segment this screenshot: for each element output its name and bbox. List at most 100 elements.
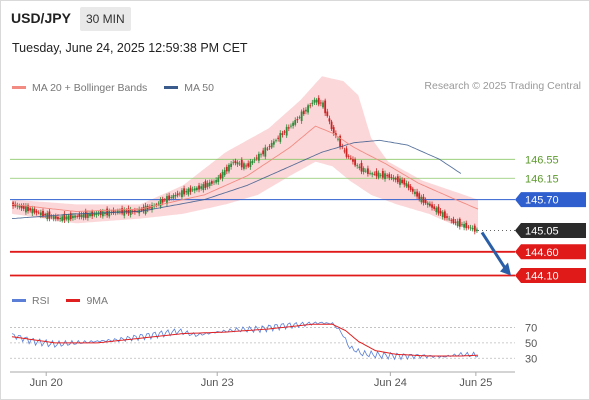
- ma50-swatch: [164, 86, 179, 89]
- candle: [300, 109, 303, 124]
- candle: [272, 138, 275, 148]
- candle: [48, 208, 51, 222]
- candle-body: [401, 179, 404, 184]
- candle: [414, 188, 416, 197]
- candle-body: [281, 133, 284, 135]
- candle-body: [27, 205, 29, 212]
- candle-body: [253, 159, 256, 161]
- candle: [142, 204, 145, 214]
- candle: [281, 130, 284, 138]
- level-tag-144.10: [515, 268, 586, 284]
- candle: [54, 213, 57, 222]
- candle-body: [172, 195, 175, 199]
- candle-body: [352, 159, 354, 162]
- candle: [379, 173, 382, 178]
- candle: [461, 221, 463, 228]
- candle-body: [196, 187, 198, 191]
- legend-ma20: MA 20 + Bollinger Bands: [12, 82, 147, 94]
- candle-body: [20, 205, 23, 209]
- candle: [390, 174, 393, 181]
- candle: [456, 218, 459, 228]
- candle: [360, 160, 363, 175]
- candle: [319, 99, 322, 107]
- candle-body: [97, 213, 100, 215]
- candle: [463, 221, 466, 231]
- candle: [311, 99, 314, 107]
- candle: [411, 186, 414, 195]
- candle: [394, 176, 397, 183]
- candle-body: [315, 99, 318, 103]
- candle-body: [294, 120, 297, 125]
- candle-body: [328, 118, 331, 122]
- candle-body: [414, 191, 416, 195]
- candle-body: [305, 109, 307, 112]
- candle-body: [371, 173, 374, 175]
- candle: [76, 214, 79, 219]
- candle-body: [18, 205, 21, 208]
- level-label-146.15: 146.15: [525, 173, 559, 185]
- candle: [313, 97, 316, 105]
- candle: [450, 218, 453, 224]
- candle: [262, 147, 265, 157]
- candle: [373, 171, 376, 176]
- candles-layer: [12, 95, 478, 235]
- candle: [377, 170, 380, 180]
- candle-body: [311, 102, 314, 105]
- candle: [213, 179, 215, 186]
- candle: [238, 160, 241, 167]
- candle: [298, 115, 301, 120]
- candle-body: [439, 210, 442, 214]
- candle-body: [86, 213, 89, 218]
- candle: [285, 124, 288, 138]
- candle: [243, 161, 245, 171]
- candle: [279, 130, 282, 144]
- timeframe-badge[interactable]: 30 MIN: [80, 7, 131, 31]
- candle-body: [354, 159, 356, 166]
- candle: [210, 179, 213, 186]
- candle: [371, 171, 374, 178]
- candle-body: [48, 211, 51, 219]
- candle: [375, 168, 378, 180]
- candle-body: [200, 186, 203, 189]
- candle-body: [168, 195, 171, 200]
- candle: [240, 157, 243, 171]
- candle: [245, 163, 247, 170]
- candle-body: [345, 148, 348, 157]
- candle-body: [89, 213, 91, 217]
- rsi-tick-70: 70: [525, 322, 537, 334]
- candle-body: [454, 221, 457, 223]
- candle-body: [422, 196, 425, 203]
- legend-9ma: 9MA: [66, 295, 108, 307]
- candle: [305, 107, 307, 115]
- candle-body: [157, 203, 160, 205]
- candle: [307, 103, 309, 115]
- candle-body: [63, 213, 66, 221]
- candle-body: [249, 161, 252, 168]
- level-label-144.10: 144.10: [525, 271, 559, 283]
- candle-body: [450, 219, 453, 221]
- candle-body: [362, 168, 365, 173]
- candle-body: [127, 208, 130, 214]
- candle-body: [234, 160, 237, 164]
- candle: [324, 98, 327, 117]
- candle-body: [243, 163, 245, 169]
- candle-body: [80, 214, 83, 218]
- candle-body: [213, 181, 215, 183]
- candle-body: [221, 171, 224, 179]
- candle: [429, 201, 431, 208]
- candle-body: [193, 188, 196, 191]
- candle-body: [290, 125, 292, 127]
- candle-body: [384, 173, 386, 180]
- candle: [86, 210, 89, 221]
- candle: [151, 202, 153, 213]
- candle: [84, 208, 87, 220]
- candle-body: [240, 159, 243, 168]
- rsi-panel: 70 50 30: [10, 321, 537, 365]
- candle: [358, 163, 361, 171]
- candle: [275, 138, 277, 143]
- candle: [352, 156, 354, 165]
- candle: [249, 158, 252, 170]
- x-tick-label: Jun 23: [201, 377, 234, 389]
- candle-body: [238, 163, 241, 165]
- candle-body: [31, 208, 34, 214]
